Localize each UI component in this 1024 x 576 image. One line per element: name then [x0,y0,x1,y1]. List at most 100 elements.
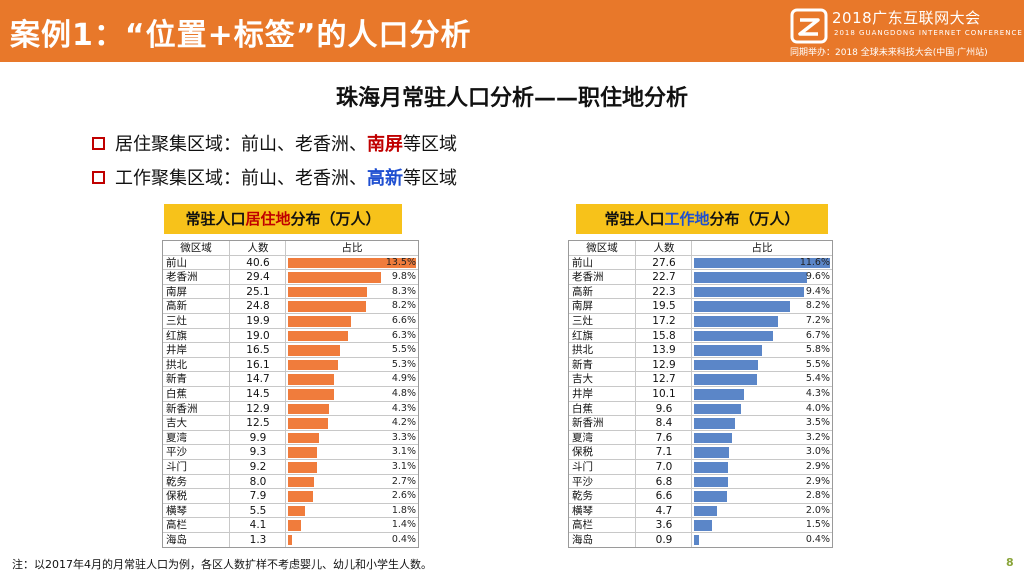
share-label: 4.3% [391,402,416,414]
region-name: 平沙 [572,475,593,488]
share-bar [288,403,329,415]
region-name: 海岛 [166,533,187,546]
brand-name: 2018广东互联网大会 [832,9,981,27]
square-bullet-icon [92,136,105,150]
share-label: 6.3% [391,329,416,341]
table-row: 井岸 16.5 5.5% [163,343,418,358]
population-value: 7.0 [635,459,692,474]
population-value: 5.5 [229,503,286,518]
region-name: 南屏 [166,285,187,298]
share-label: 2.6% [391,490,416,502]
population-value: 8.4 [635,416,692,430]
share-label: 1.8% [391,504,416,516]
share-bar [694,447,730,458]
brand-concurrent: 同期举办：2018 全球未来科技大会(中国·广州站) [790,48,988,58]
share-label: 9.8% [391,271,416,283]
share-label: 6.7% [805,329,830,341]
region-name: 新香洲 [166,402,198,415]
share-bar [694,345,762,356]
bullet-suffix: 等区域 [403,168,457,189]
share-cell: 3.0% [691,445,832,459]
share-bar [694,330,773,342]
share-label: 3.1% [391,460,416,472]
population-value: 4.7 [635,503,692,518]
share-cell: 1.5% [691,518,832,532]
share-cell: 6.7% [691,328,832,343]
share-cell: 5.5% [691,357,832,372]
population-value: 12.9 [635,357,692,372]
table-row: 新青 12.9 5.5% [569,357,832,373]
share-cell: 3.1% [285,445,418,459]
share-bar [694,505,718,517]
bullet-work: 工作聚集区域：前山、老香洲、 高新 等区域 [92,164,457,190]
share-label: 4.8% [391,387,416,399]
share-bar [288,505,306,517]
table-row: 高栏 4.1 1.4% [163,518,418,533]
table-row: 老香洲 29.4 9.8% [163,270,418,285]
population-value: 40.6 [229,255,286,270]
share-cell: 3.1% [285,459,418,474]
share-cell: 4.3% [691,386,832,401]
share-cell: 9.8% [285,270,418,284]
share-bar [694,432,732,444]
table-row: 前山 27.6 11.6% [569,255,832,271]
share-bar [288,418,328,429]
region-name: 吉大 [572,373,593,386]
share-bar [288,447,318,458]
share-bar [288,374,335,385]
share-cell: 4.0% [691,401,832,416]
share-bar [288,461,318,473]
population-value: 7.6 [635,430,692,445]
population-value: 16.5 [229,343,286,357]
population-value: 15.8 [635,328,692,343]
region-name: 高栏 [572,519,593,532]
share-label: 2.8% [805,490,830,502]
column-header: 占比 [285,241,418,255]
population-value: 6.8 [635,474,692,489]
share-bar [694,403,741,415]
region-name: 高栏 [166,519,187,532]
table-row: 夏湾 9.9 3.3% [163,430,418,446]
share-label: 1.5% [805,519,830,531]
share-cell: 5.4% [691,372,832,386]
bullet-highlight: 高新 [367,168,403,189]
share-cell: 13.5% [285,255,418,270]
table-row: 横琴 4.7 2.0% [569,503,832,519]
population-value: 3.6 [635,518,692,532]
region-name: 南屏 [572,300,593,313]
table-row: 拱北 16.1 5.3% [163,357,418,373]
region-name: 井岸 [166,344,187,357]
region-name: 海岛 [572,533,593,546]
share-label: 5.3% [391,358,416,370]
share-label: 3.0% [805,446,830,458]
slide-subtitle: 珠海月常驻人口分析——职住地分析 [335,86,688,111]
share-bar [288,345,341,356]
table-row: 前山 40.6 13.5% [163,255,418,271]
table-row: 海岛 1.3 0.4% [163,532,418,548]
share-label: 1.4% [391,519,416,531]
share-bar [694,301,791,312]
share-bar [288,272,381,283]
table-row: 三灶 19.9 6.6% [163,313,418,329]
column-header: 人数 [635,241,692,255]
table-row: 高新 24.8 8.2% [163,299,418,314]
region-name: 保税 [166,490,187,503]
share-cell: 2.9% [691,474,832,489]
population-value: 19.5 [635,299,692,313]
table-row: 斗门 7.0 2.9% [569,459,832,475]
table-row: 保税 7.9 2.6% [163,489,418,504]
page-title: 案例1：“位置+标签”的人口分析 [10,18,472,53]
residence-table-title: 常驻人口居住地分布（万人） [164,204,402,234]
footer-note: 注：以2017年4月的月常驻人口为例，各区人数扩样不考虑婴儿、幼儿和小学生人数。 [12,558,432,571]
share-bar [694,520,712,531]
share-cell: 11.6% [691,255,832,270]
population-value: 1.3 [229,532,286,548]
population-value: 6.6 [635,489,692,503]
share-bar [694,286,805,298]
bullet-prefix: 工作聚集区域：前山、老香洲、 [115,168,367,189]
population-value: 7.9 [229,489,286,503]
share-bar [288,286,367,298]
share-bar [694,491,727,502]
region-name: 高新 [572,285,593,298]
region-name: 前山 [572,256,593,269]
